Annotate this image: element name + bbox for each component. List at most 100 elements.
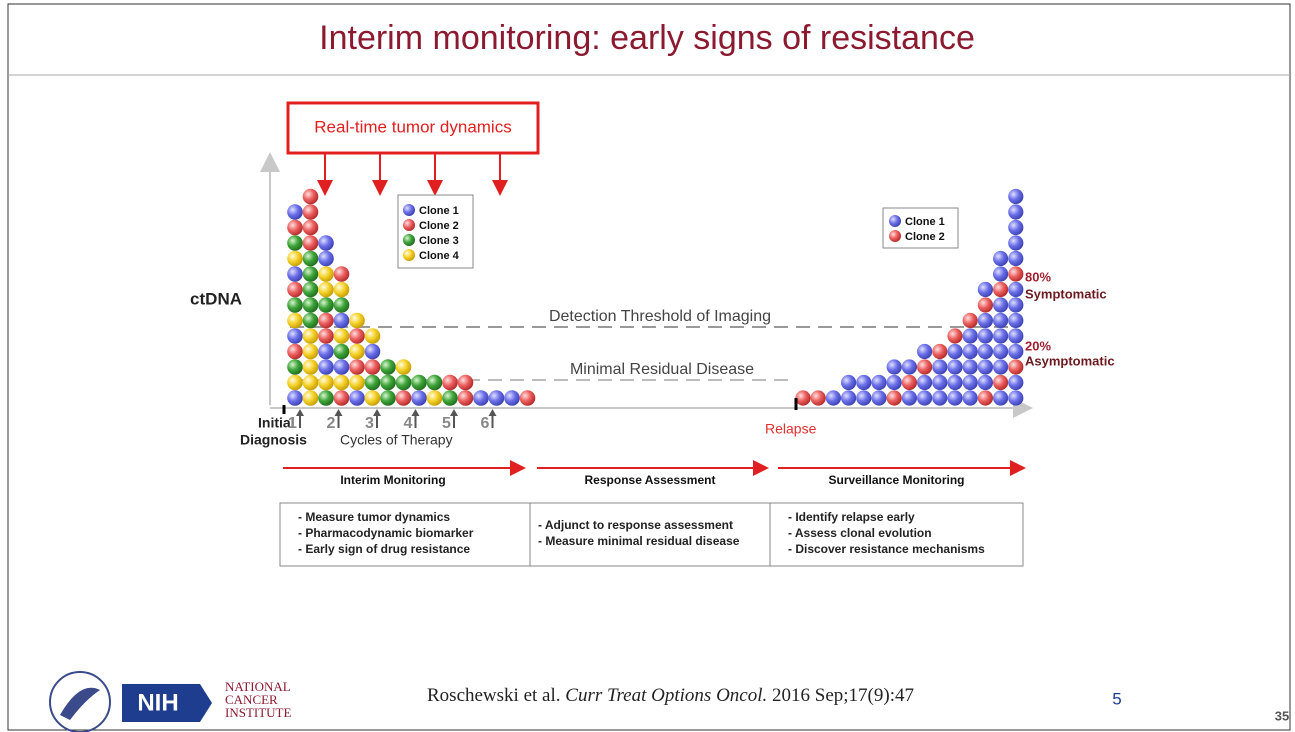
citation-rest: 2016 Sep;17(9):47 xyxy=(772,685,914,706)
clone-ball xyxy=(932,359,948,375)
clone-ball xyxy=(947,390,963,406)
x-label: Cycles of Therapy xyxy=(340,432,453,448)
cycle-arrowhead xyxy=(488,409,497,416)
cycles: 1 2 3 4 5 6 xyxy=(288,409,497,432)
phase-item: - Adjunct to response assessment xyxy=(538,518,733,532)
clone-ball xyxy=(1008,281,1024,298)
phase-title: Surveillance Monitoring xyxy=(828,473,964,487)
clone-ball xyxy=(318,266,334,282)
clone-ball xyxy=(380,359,396,375)
clone-ball xyxy=(871,390,887,406)
clone-ball xyxy=(302,328,319,344)
phase-item: - Assess clonal evolution xyxy=(788,526,932,540)
x-start: Initial xyxy=(258,415,295,431)
clone-ball xyxy=(1008,188,1024,205)
slide-number: 35 xyxy=(1275,708,1289,723)
clone-ball xyxy=(287,312,303,329)
clone-ball xyxy=(364,390,381,406)
clone-ball xyxy=(318,281,334,298)
clone-ball xyxy=(886,359,902,375)
annotation-label: Symptomatic xyxy=(1025,286,1107,301)
clone-ball xyxy=(395,390,412,406)
legend-swatch xyxy=(403,234,415,246)
clone-ball xyxy=(1008,390,1024,406)
clone-ball xyxy=(947,328,963,344)
clone-ball xyxy=(993,297,1009,313)
clone-ball xyxy=(333,359,350,375)
legend-swatch xyxy=(403,249,415,261)
clone-ball xyxy=(825,390,842,406)
clone-ball xyxy=(1008,266,1024,282)
legend-swatch xyxy=(403,219,415,231)
clone-ball xyxy=(1008,250,1024,267)
clone-ball xyxy=(947,374,963,391)
clone-ball xyxy=(302,250,319,267)
clone-ball xyxy=(349,359,365,375)
clone-ball xyxy=(333,374,350,391)
clone-ball xyxy=(901,359,918,375)
clone-ball xyxy=(886,374,902,391)
clone-ball xyxy=(287,297,303,313)
clone-ball xyxy=(349,374,365,391)
annotation-label: Asymptomatic xyxy=(1025,353,1115,368)
clone-ball xyxy=(318,250,334,267)
clone-ball xyxy=(302,359,319,375)
threshold-label: Minimal Residual Disease xyxy=(570,361,754,378)
cycle-label: 1 xyxy=(288,415,297,432)
clone-ball xyxy=(333,390,350,406)
clone-ball xyxy=(349,328,365,344)
clone-ball xyxy=(364,343,381,360)
clone-ball xyxy=(395,359,412,375)
legend-label: Clone 1 xyxy=(905,216,945,228)
clone-ball xyxy=(287,359,303,375)
clone-ball xyxy=(318,312,334,329)
clone-ball xyxy=(856,374,872,391)
clone-ball xyxy=(426,390,443,406)
phases: Interim Monitoring - Measure tumor dynami… xyxy=(279,473,1024,567)
clone-ball xyxy=(977,328,994,344)
clone-ball xyxy=(993,281,1009,298)
page-inner: 5 xyxy=(1112,689,1121,708)
cycle-label: 6 xyxy=(481,415,490,432)
clone-ball xyxy=(947,343,963,360)
clone-ball xyxy=(302,235,319,251)
clone-ball xyxy=(1008,204,1024,220)
clone-ball xyxy=(917,343,933,360)
clone-ball xyxy=(333,343,350,360)
phase-title: Response Assessment xyxy=(585,473,716,487)
clone-ball xyxy=(302,281,319,298)
clone-ball xyxy=(333,281,350,298)
clone-ball xyxy=(287,266,303,282)
clone-ball xyxy=(856,390,872,406)
clone-ball xyxy=(302,188,319,205)
hhs-logo xyxy=(49,671,111,732)
clone-ball xyxy=(901,390,918,406)
clone-ball xyxy=(993,312,1009,329)
clone-ball xyxy=(302,297,319,313)
clone-ball xyxy=(349,312,365,329)
clone-ball xyxy=(287,204,303,220)
clone-ball xyxy=(1008,328,1024,344)
clone-ball xyxy=(993,374,1009,391)
clone-ball xyxy=(504,390,520,406)
cycle-arrowhead xyxy=(296,409,304,416)
clone-ball xyxy=(380,390,396,406)
clone-ball xyxy=(333,266,350,282)
clone-ball xyxy=(932,374,948,391)
clone-ball xyxy=(318,297,334,313)
callout-box xyxy=(286,101,540,155)
phase-item: - Identify relapse early xyxy=(788,510,915,524)
clone-clusters xyxy=(287,188,1024,406)
clone-ball xyxy=(333,328,350,344)
clone-ball xyxy=(993,328,1009,344)
legend: Clone 1 Clone 2 xyxy=(889,215,945,243)
callout-arrows xyxy=(317,153,508,196)
clone-ball xyxy=(1008,359,1024,375)
clone-ball xyxy=(318,374,334,391)
clone-ball xyxy=(993,390,1009,406)
legend-label: Clone 3 xyxy=(419,235,459,247)
cycle-label: 5 xyxy=(442,415,451,432)
clone-ball xyxy=(287,235,303,251)
clone-ball xyxy=(287,250,303,267)
